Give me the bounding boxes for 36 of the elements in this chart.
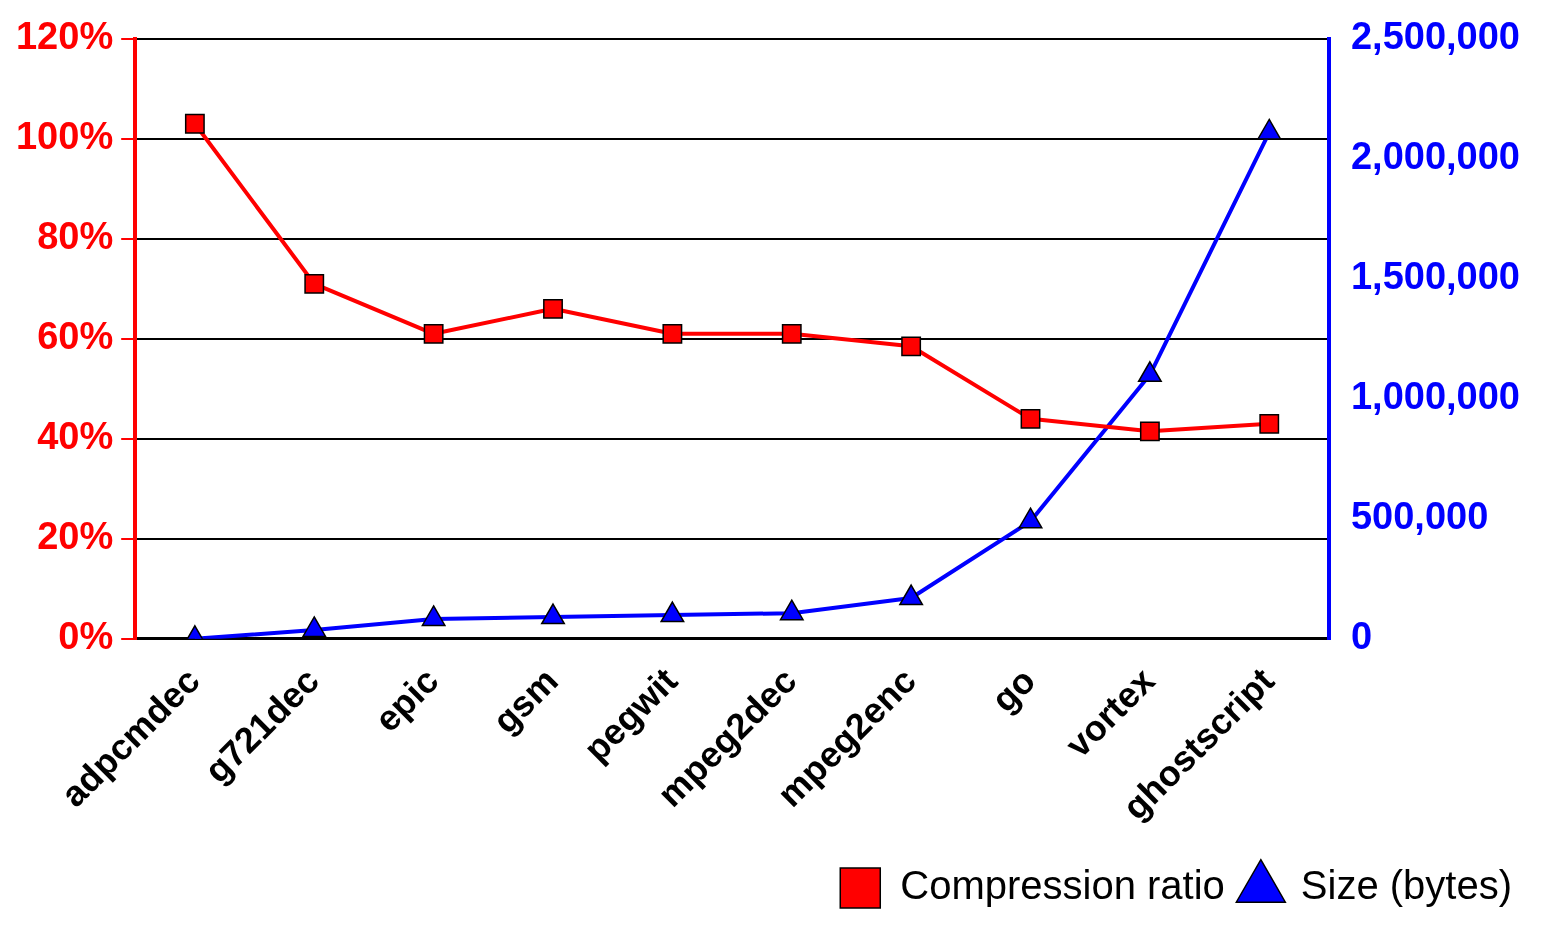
y-tick-label: 100% bbox=[15, 115, 114, 158]
point bbox=[184, 113, 205, 134]
point bbox=[779, 599, 804, 621]
point bbox=[304, 273, 325, 294]
x-tick-label: epic bbox=[366, 659, 447, 740]
y2-tick-label: 500,000 bbox=[1350, 495, 1489, 538]
y2-tick-label: 0 bbox=[1350, 615, 1373, 658]
point bbox=[421, 605, 446, 627]
x-tick-label: go bbox=[983, 659, 1044, 720]
legend-label: Compression ratio bbox=[900, 863, 1225, 908]
point bbox=[543, 298, 563, 319]
point bbox=[302, 616, 327, 638]
y2-tick-label: 2,000,000 bbox=[1350, 135, 1521, 178]
point bbox=[662, 323, 683, 344]
y-tick-label: 0% bbox=[58, 615, 114, 658]
point bbox=[1139, 421, 1160, 442]
point bbox=[1137, 361, 1162, 383]
point bbox=[541, 603, 566, 625]
y-tick-label: 80% bbox=[37, 215, 114, 258]
point bbox=[781, 323, 802, 344]
y-tick-label: 60% bbox=[37, 315, 114, 358]
point bbox=[1259, 413, 1280, 434]
y2-tick-label: 2,500,000 bbox=[1350, 15, 1521, 58]
y-tick-label: 40% bbox=[37, 415, 114, 458]
legend-label: Size (bytes) bbox=[1300, 863, 1512, 908]
point bbox=[660, 601, 685, 623]
y-tick-label: 20% bbox=[37, 515, 114, 558]
y2-tick-label: 1,000,000 bbox=[1350, 375, 1521, 418]
y-tick-label: 120% bbox=[15, 15, 114, 58]
point bbox=[1018, 507, 1043, 529]
point bbox=[1257, 118, 1282, 140]
point bbox=[1020, 408, 1041, 429]
y2-tick-label: 1,500,000 bbox=[1350, 255, 1521, 298]
point bbox=[901, 336, 922, 357]
point bbox=[899, 584, 924, 606]
point bbox=[423, 323, 444, 344]
